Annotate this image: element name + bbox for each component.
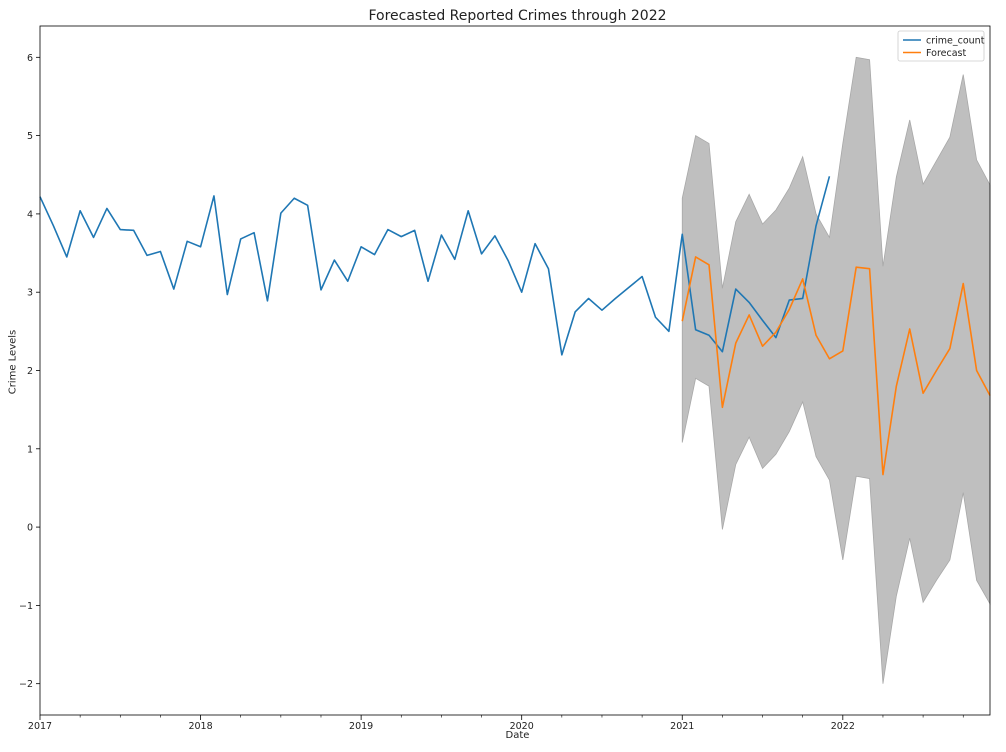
x-axis-label: Date [505, 730, 530, 741]
legend-entry-label: crime_count [926, 36, 985, 47]
series-line-forecast [681, 256, 991, 476]
y-tick-label: 6 [27, 53, 33, 64]
axes-layer: −2 −1 0 1 2 3 4 5 6 2017 2018 2019 2020 2021 2022 [19, 25, 991, 732]
y-tick-label: −1 [19, 601, 33, 612]
confidence-band [681, 56, 991, 684]
series-layer [39, 176, 991, 476]
series-line-crime-count [39, 176, 831, 356]
x-tick-label: 2018 [188, 721, 212, 732]
y-tick-label: 1 [27, 444, 33, 455]
y-tick-label: 5 [27, 131, 33, 142]
y-tick-label: 4 [27, 209, 33, 220]
y-tick-label: −2 [19, 679, 33, 690]
legend-entry-label: Forecast [926, 48, 966, 59]
confidence-band-layer [681, 56, 991, 684]
chart-title: Forecasted Reported Crimes through 2022 [368, 8, 667, 24]
legend-box [897, 30, 985, 62]
x-tick-label: 2022 [831, 721, 855, 732]
x-tick-label: 2021 [670, 721, 694, 732]
y-tick-label: 0 [27, 523, 33, 534]
x-tick-label: 2017 [28, 721, 52, 732]
x-tick-label: 2019 [349, 721, 373, 732]
y-tick-label: 3 [27, 288, 33, 299]
x-tick-label: 2020 [510, 721, 534, 732]
y-tick-label: 2 [27, 366, 33, 377]
